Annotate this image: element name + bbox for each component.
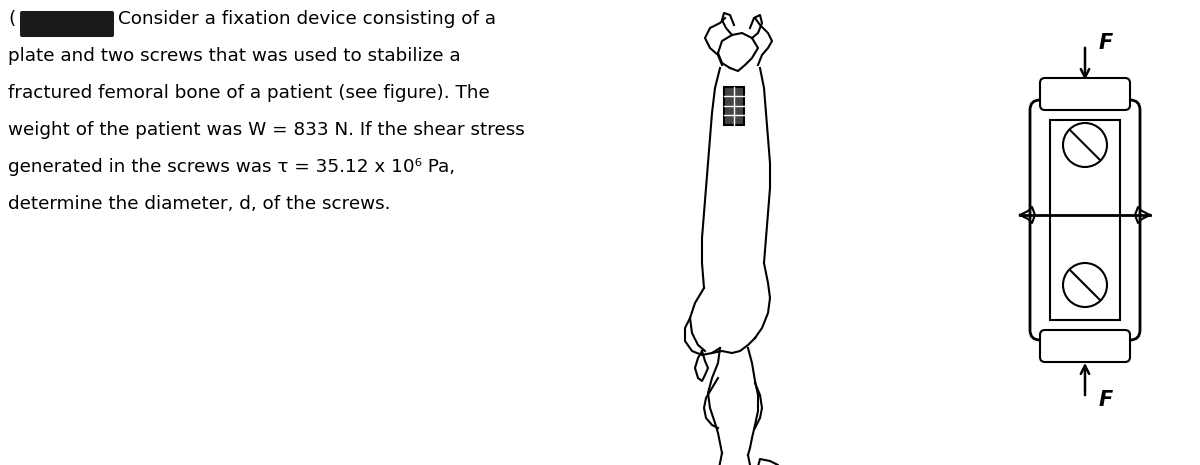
Bar <box>1050 120 1120 320</box>
Text: (: ( <box>8 10 16 28</box>
FancyBboxPatch shape <box>1030 100 1140 340</box>
Text: Consider a fixation device consisting of a: Consider a fixation device consisting of… <box>118 10 496 28</box>
Text: F: F <box>1099 33 1114 53</box>
FancyBboxPatch shape <box>1040 330 1130 362</box>
FancyBboxPatch shape <box>20 11 114 37</box>
Circle shape <box>1063 263 1108 307</box>
Text: determine the diameter, d, of the screws.: determine the diameter, d, of the screws… <box>8 195 390 213</box>
Text: F: F <box>1099 390 1114 410</box>
Bar <box>724 87 744 125</box>
Circle shape <box>1063 123 1108 167</box>
Text: fractured femoral bone of a patient (see figure). The: fractured femoral bone of a patient (see… <box>8 84 490 102</box>
Text: plate and two screws that was used to stabilize a: plate and two screws that was used to st… <box>8 47 461 65</box>
Text: weight of the patient was W = 833 N. If the shear stress: weight of the patient was W = 833 N. If … <box>8 121 524 139</box>
Text: generated in the screws was τ = 35.12 x 10⁶ Pa,: generated in the screws was τ = 35.12 x … <box>8 158 455 176</box>
FancyBboxPatch shape <box>1040 78 1130 110</box>
